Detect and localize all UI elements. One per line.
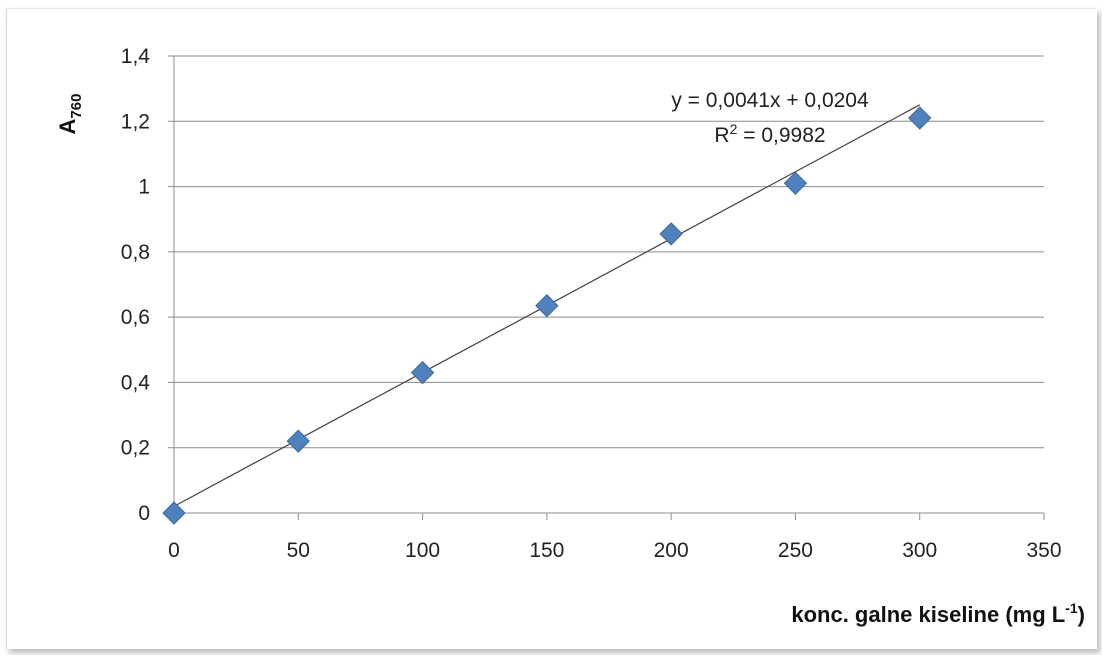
x-tick-label-4: 200 <box>654 539 689 562</box>
y-axis-title: A760 <box>55 94 85 135</box>
x-axis-title-end: ) <box>1078 602 1085 627</box>
y-tick-label-6: 1,2 <box>121 110 150 133</box>
y-tick-label-5: 1 <box>138 176 150 199</box>
trendline-equation: y = 0,0041x + 0,0204 <box>671 89 869 112</box>
x-tick-label-7: 350 <box>1026 539 1061 562</box>
scatter-chart: 0 0,2 0,4 0,6 0,8 1 1,2 1,4 0 50 100 150 200 250 300 3… <box>55 45 1085 627</box>
gridlines <box>174 55 1044 449</box>
y-tick-label-0: 0 <box>138 502 150 525</box>
x-axis-title-main: konc. galne kiseline (mg L <box>791 602 1065 627</box>
x-axis-title: konc. galne kiseline (mg L-1) <box>791 600 1085 627</box>
y-tick-label-4: 0,8 <box>121 241 150 264</box>
data-point-0-5 <box>783 171 808 196</box>
y-tick-label-1: 0,2 <box>121 437 150 460</box>
data-point-0-0 <box>162 501 186 525</box>
data-point-0-1 <box>286 429 310 453</box>
data-point-0-3 <box>535 294 559 318</box>
r-squared-superscript: 2 <box>730 121 738 137</box>
x-tick-label-3: 150 <box>529 539 564 562</box>
axes <box>168 55 1045 520</box>
y-tick-label-2: 0,4 <box>121 371 151 394</box>
r-squared-label: R2 = 0,9982 <box>714 121 825 147</box>
x-tick-label-6: 300 <box>902 539 937 562</box>
y-axis-title-subscript: 760 <box>68 94 85 119</box>
x-tick-label-2: 100 <box>405 539 440 562</box>
data-point-0-2 <box>410 360 435 385</box>
data-point-0-6 <box>908 106 932 130</box>
x-tick-labels: 0 50 100 150 200 250 300 350 <box>168 539 1061 562</box>
x-tick-label-0: 0 <box>168 539 180 562</box>
r-squared-value: = 0,9982 <box>737 124 825 147</box>
x-tick-label-1: 50 <box>287 539 310 562</box>
y-tick-label-7: 1,4 <box>121 45 151 68</box>
y-axis-title-main: A <box>55 118 80 134</box>
y-tick-labels: 0 0,2 0,4 0,6 0,8 1 1,2 1,4 <box>121 45 151 525</box>
data-points <box>162 106 932 525</box>
x-axis-title-superscript: -1 <box>1065 600 1078 616</box>
y-tick-label-3: 0,6 <box>121 306 150 329</box>
chart-frame: 0 0,2 0,4 0,6 0,8 1 1,2 1,4 0 50 100 150 200 250 300 3… <box>6 8 1097 649</box>
data-point-0-4 <box>659 222 683 246</box>
x-tick-label-5: 250 <box>778 539 813 562</box>
r-squared-main: R <box>714 124 729 147</box>
